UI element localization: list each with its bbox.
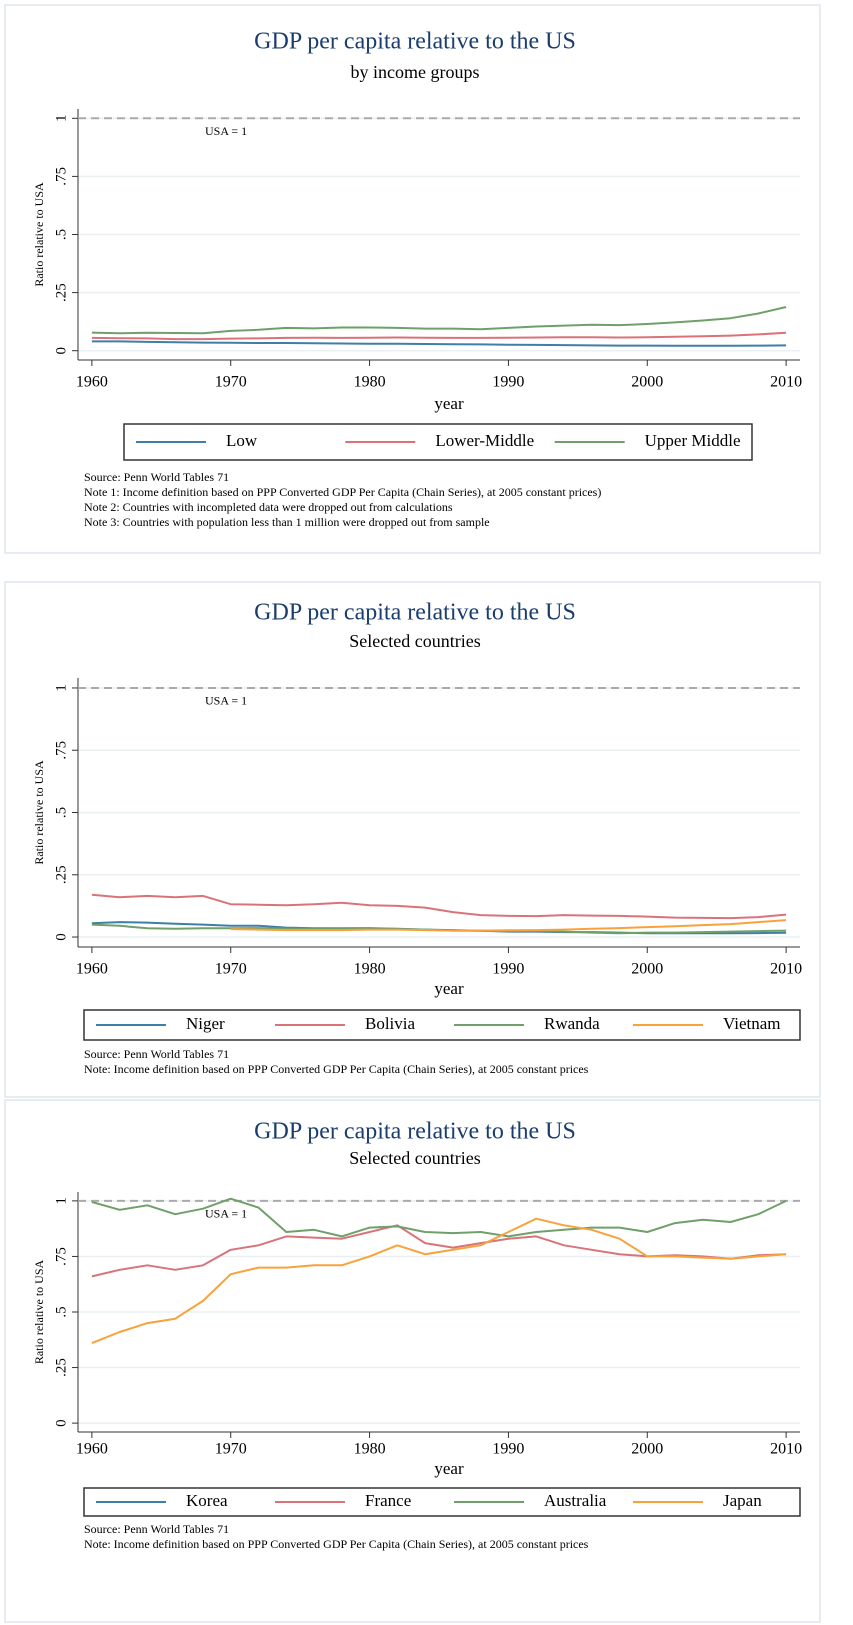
y-tick-label: .25 [53, 865, 69, 884]
x-tick-label: 1970 [215, 961, 247, 978]
series-line [230, 919, 787, 932]
x-tick-label: 2000 [631, 374, 663, 391]
x-tick-label: 2000 [631, 1441, 663, 1458]
legend-label: Rwanda [544, 1014, 600, 1033]
x-tick-label: 1960 [76, 1441, 108, 1458]
series-line [91, 340, 787, 347]
panel [4, 4, 821, 554]
y-axis-label: Ratio relative to USA [32, 1260, 46, 1365]
legend-label: France [365, 1491, 411, 1510]
x-tick-label: 2000 [631, 961, 663, 978]
legend-label: Australia [544, 1491, 607, 1510]
x-tick-label: 1980 [354, 374, 386, 391]
y-tick-label: 1 [53, 115, 69, 123]
legend [83, 1487, 801, 1517]
x-tick-label: 1990 [492, 374, 524, 391]
legend-label: Bolivia [365, 1014, 416, 1033]
note: Source: Penn World Tables 71 [84, 1522, 229, 1536]
y-tick-label: .75 [53, 741, 69, 760]
x-tick-label: 2010 [770, 374, 802, 391]
x-tick-label: 1960 [76, 961, 108, 978]
x-tick-label: 1980 [354, 961, 386, 978]
y-tick-label: .5 [53, 807, 69, 818]
chart-title: GDP per capita relative to the US [254, 1119, 576, 1145]
x-tick-label: 2010 [770, 1441, 802, 1458]
panel [4, 1099, 821, 1623]
annotation: USA = 1 [205, 694, 247, 708]
y-tick-label: 1 [53, 1197, 69, 1205]
annotation: USA = 1 [205, 124, 247, 138]
chart-title: GDP per capita relative to the US [254, 600, 576, 626]
legend-label: Low [226, 431, 258, 450]
chart-subtitle: Selected countries [349, 1148, 480, 1168]
x-tick-label: 1990 [492, 961, 524, 978]
series-line [91, 306, 787, 335]
note: Note 1: Income definition based on PPP C… [84, 485, 601, 499]
series-line [91, 893, 787, 920]
y-tick-label: 1 [53, 684, 69, 692]
note: Source: Penn World Tables 71 [84, 1047, 229, 1061]
y-tick-label: .25 [53, 283, 69, 302]
x-tick-label: 2010 [770, 961, 802, 978]
legend-label: Vietnam [723, 1014, 781, 1033]
x-tick-label: 1970 [215, 374, 247, 391]
y-axis-label: Ratio relative to USA [32, 182, 46, 287]
y-tick-label: 0 [53, 933, 69, 941]
legend-label: Japan [723, 1491, 762, 1510]
chart-title: GDP per capita relative to the US [254, 29, 576, 55]
note: Note 3: Countries with population less t… [84, 515, 490, 529]
y-tick-label: 0 [53, 1419, 69, 1427]
note: Note: Income definition based on PPP Con… [84, 1062, 589, 1076]
y-tick-label: .5 [53, 1306, 69, 1317]
legend [123, 423, 753, 461]
series-line [91, 331, 787, 341]
x-tick-label: 1980 [354, 1441, 386, 1458]
note: Note: Income definition based on PPP Con… [84, 1537, 589, 1551]
legend-label: Upper Middle [645, 431, 741, 450]
series-line [91, 1197, 787, 1238]
legend-label: Korea [186, 1491, 228, 1510]
x-axis-label: year [434, 1459, 464, 1478]
legend-label: Niger [186, 1014, 225, 1033]
note: Note 2: Countries with incompleted data … [84, 500, 453, 514]
x-tick-label: 1970 [215, 1441, 247, 1458]
x-tick-label: 1960 [76, 374, 108, 391]
series-line [91, 1217, 787, 1345]
x-tick-label: 1990 [492, 1441, 524, 1458]
y-tick-label: .25 [53, 1358, 69, 1377]
x-axis-label: year [434, 979, 464, 998]
y-tick-label: .75 [53, 1247, 69, 1266]
note: Source: Penn World Tables 71 [84, 470, 229, 484]
y-tick-label: 0 [53, 347, 69, 355]
y-tick-label: .5 [53, 229, 69, 240]
annotation: USA = 1 [205, 1207, 247, 1221]
y-axis-label: Ratio relative to USA [32, 760, 46, 865]
chart-subtitle: Selected countries [349, 631, 480, 651]
legend-label: Lower-Middle [435, 431, 534, 450]
x-axis-label: year [434, 394, 464, 413]
chart-subtitle: by income groups [351, 62, 480, 82]
y-tick-label: .75 [53, 167, 69, 186]
